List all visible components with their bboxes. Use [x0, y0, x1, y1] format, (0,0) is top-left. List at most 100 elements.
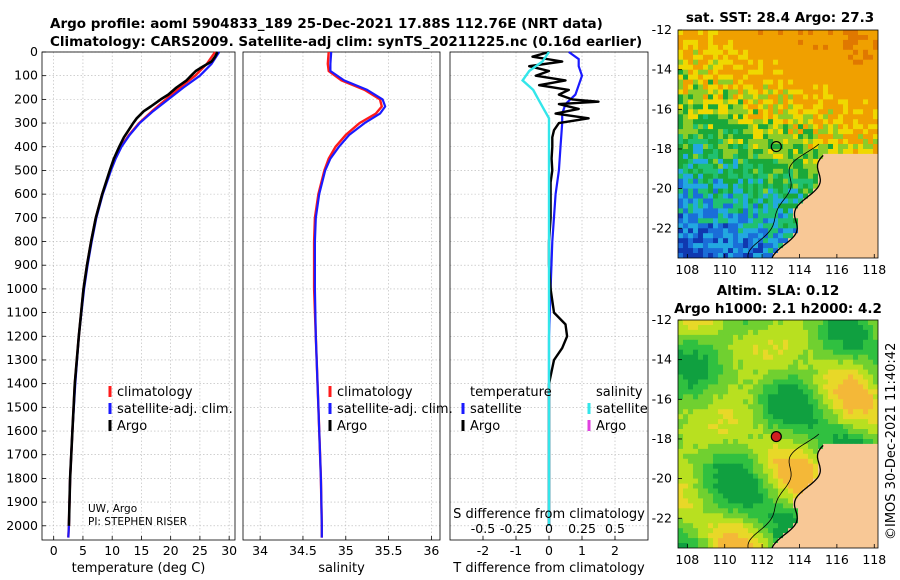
map-cell: [738, 49, 744, 56]
map-cell: [678, 448, 684, 455]
map-cell: [783, 253, 789, 258]
map-cell: [763, 364, 769, 370]
map-cell: [853, 419, 859, 425]
map-cell: [738, 139, 744, 145]
map-cell: [803, 468, 809, 475]
map-cell: [723, 468, 729, 475]
map-cell: [793, 213, 799, 219]
map-cell: [743, 99, 749, 105]
map-cell: [773, 384, 779, 390]
map-cell: [743, 453, 749, 460]
map-cell: [858, 74, 864, 80]
map-cell: [773, 463, 779, 470]
map-cell: [748, 183, 754, 190]
map-cell: [818, 59, 824, 66]
map-cell: [818, 109, 824, 115]
map-cell: [683, 374, 689, 380]
map-cell: [688, 233, 694, 239]
map-cell: [793, 369, 799, 375]
map-cell: [843, 89, 849, 95]
map-cell: [678, 124, 684, 130]
map-cell: [768, 153, 774, 160]
map-cell: [728, 49, 734, 56]
map-cell: [858, 49, 864, 56]
map-cell: [808, 538, 814, 544]
map-cell: [753, 439, 759, 445]
map-cell: [713, 424, 719, 430]
map-cell: [838, 533, 844, 539]
map-cell: [773, 134, 779, 140]
map-cell: [783, 518, 789, 524]
map-cell: [863, 228, 869, 234]
map-cell: [713, 79, 719, 85]
map-cell: [803, 163, 809, 170]
x-tick-label: 20: [163, 543, 179, 558]
map-cell: [738, 208, 744, 214]
map-cell: [723, 218, 729, 224]
map-cell: [688, 139, 694, 145]
map-cell: [758, 354, 764, 361]
map-cell: [778, 228, 784, 234]
map-cell: [783, 218, 789, 224]
map-cell: [683, 74, 689, 80]
map-cell: [818, 518, 824, 524]
map-cell: [793, 253, 799, 258]
map-cell: [758, 503, 764, 509]
map-cell: [703, 439, 709, 445]
map-cell: [748, 503, 754, 509]
map-cell: [748, 134, 754, 140]
map-cell: [758, 344, 764, 351]
map-cell: [783, 424, 789, 430]
map-cell: [708, 329, 714, 336]
map-cell: [803, 538, 809, 544]
map-cell: [778, 419, 784, 425]
map-cell: [853, 349, 859, 356]
map-cell: [798, 334, 804, 341]
map-cell: [693, 349, 699, 356]
map-cell: [803, 99, 809, 105]
map-cell: [783, 208, 789, 214]
map-cell: [733, 134, 739, 140]
map-cell: [848, 394, 854, 400]
map-cell: [693, 463, 699, 470]
map-cell: [738, 223, 744, 229]
map-cell: [838, 523, 844, 529]
map-cell: [798, 158, 804, 165]
map-cell: [718, 384, 724, 390]
map-cell: [843, 163, 849, 170]
map-cell: [818, 69, 824, 76]
map-cell: [858, 104, 864, 110]
map-cell: [833, 439, 839, 445]
map-cell: [753, 74, 759, 80]
map-cell: [798, 238, 804, 244]
map-cell: [803, 149, 809, 155]
map-cell: [718, 153, 724, 160]
map-cell: [808, 124, 814, 130]
map-cell: [758, 389, 764, 395]
y-tick-label: 800: [14, 234, 38, 249]
map-cell: [678, 208, 684, 214]
map-cell: [818, 168, 824, 175]
map-cell: [858, 374, 864, 380]
map-cell: [838, 139, 844, 145]
map-cell: [748, 39, 754, 46]
map-cell: [863, 478, 869, 484]
map-cell: [868, 523, 874, 529]
map-cell: [713, 443, 719, 450]
map-cell: [763, 488, 769, 494]
map-cell: [848, 183, 854, 190]
map-cell: [853, 198, 859, 204]
map-cell: [723, 394, 729, 400]
map-cell: [808, 158, 814, 165]
map-cell: [698, 178, 704, 185]
map-cell: [863, 144, 869, 150]
map-cell: [853, 109, 859, 115]
map-cell: [728, 243, 734, 249]
map-cell: [718, 198, 724, 204]
map-cell: [678, 334, 684, 341]
map-cell: [798, 198, 804, 204]
map-cell: [748, 168, 754, 175]
map-cell: [838, 74, 844, 80]
map-cell: [773, 64, 779, 71]
map-cell: [778, 369, 784, 375]
